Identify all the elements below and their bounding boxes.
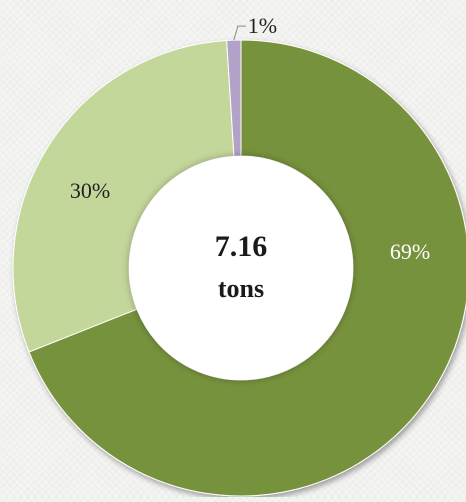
center-unit: tons: [218, 274, 264, 303]
slice-label-2: 30%: [70, 178, 110, 203]
slice-label-3: 1%: [248, 13, 277, 38]
slice-label-1: 69%: [390, 239, 430, 264]
slice-leader-line-3: [233, 25, 246, 41]
donut-hole: [129, 156, 353, 380]
labels-layer: 69% 30% 1%: [70, 13, 430, 264]
center-value: 7.16: [215, 230, 268, 263]
slices-layer: [12, 39, 466, 497]
